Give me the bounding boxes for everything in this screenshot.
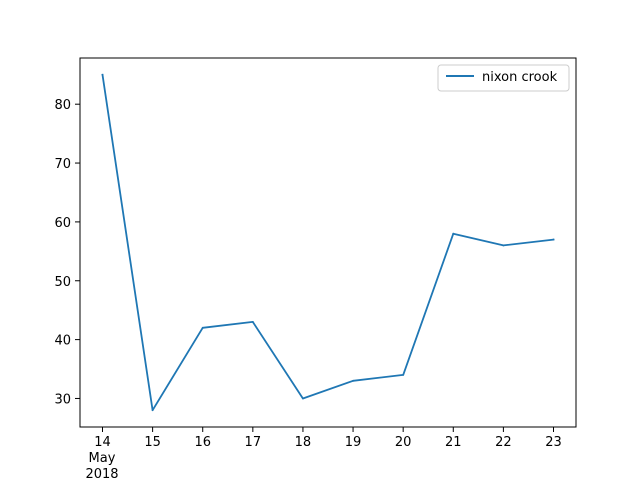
- data-point: [552, 238, 555, 241]
- y-tick-label: 70: [54, 157, 71, 172]
- data-point: [352, 379, 354, 382]
- x-tick-label: 21: [445, 435, 462, 450]
- x-tick-label: 22: [495, 435, 512, 450]
- data-point: [201, 326, 204, 329]
- data-point: [402, 374, 405, 376]
- x-tick-label: 17: [245, 435, 262, 450]
- data-point: [502, 244, 505, 247]
- x-tick-year-label: 2018: [85, 467, 118, 480]
- data-point: [452, 232, 455, 235]
- legend: nixon crook: [437, 64, 570, 92]
- y-axis: 30 40 50 60 70 80: [54, 98, 80, 407]
- series-layer: [101, 73, 555, 412]
- x-tick-month-label: May: [89, 451, 116, 466]
- series-line: [101, 73, 555, 412]
- y-tick-label: 30: [54, 392, 71, 407]
- y-tick-label: 80: [54, 98, 71, 113]
- x-tick-label: 18: [295, 435, 312, 450]
- x-tick-label: 20: [395, 435, 412, 450]
- y-tick-label: 60: [54, 216, 71, 231]
- plot-area: [80, 58, 576, 427]
- legend-label: nixon crook: [482, 70, 558, 85]
- x-axis: 14 15 16 17 18 19 20 21 22 23: [94, 427, 562, 450]
- data-point: [101, 73, 104, 76]
- x-tick-label: 14: [94, 435, 111, 450]
- data-point: [151, 409, 154, 412]
- x-tick-label: 16: [194, 435, 211, 450]
- x-tick-label: 15: [144, 435, 161, 450]
- y-tick-label: 40: [54, 334, 71, 349]
- y-tick-label: 50: [54, 275, 71, 290]
- x-tick-label: 23: [545, 435, 562, 450]
- x-tick-label: 19: [345, 435, 362, 450]
- plot-frame: [79, 57, 577, 428]
- data-point: [302, 397, 304, 400]
- data-point: [251, 321, 254, 323]
- legend-box: [437, 64, 570, 92]
